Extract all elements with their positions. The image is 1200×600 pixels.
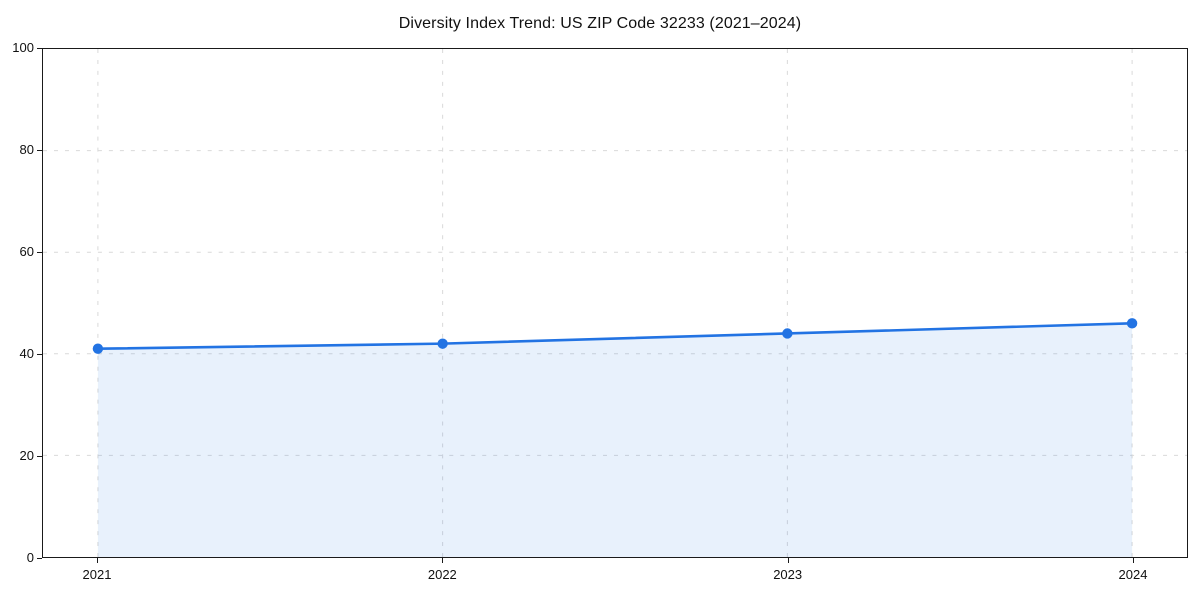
y-tick-mark — [37, 252, 42, 253]
x-tick-label: 2023 — [773, 567, 803, 582]
chart-title: Diversity Index Trend: US ZIP Code 32233… — [398, 15, 802, 32]
trend-line — [96, 322, 1134, 351]
x-tick-label: 2021 — [82, 567, 112, 582]
y-tick-label: 80 — [19, 142, 34, 157]
x-tick-label: 2022 — [427, 567, 457, 582]
data-point-2024 — [1126, 318, 1138, 329]
y-tick-label: 40 — [19, 346, 34, 361]
x-tick-mark — [442, 558, 444, 563]
y-tick-label: 20 — [19, 448, 34, 463]
y-tick-mark — [37, 48, 42, 49]
data-point-2021 — [92, 343, 104, 354]
data-point-2023 — [782, 328, 793, 339]
y-tick-label: 100 — [12, 40, 34, 55]
y-tick-label: 60 — [19, 244, 34, 259]
x-tick-label: 2024 — [1118, 567, 1148, 582]
y-tick-mark — [37, 354, 42, 355]
trend-area — [97, 323, 1133, 557]
y-tick-mark — [37, 558, 42, 559]
chart-canvas — [43, 49, 1187, 557]
data-point-2022 — [437, 338, 448, 349]
x-tick-mark — [1133, 558, 1134, 563]
y-tick-mark — [37, 456, 42, 457]
y-tick-label: 0 — [26, 550, 34, 565]
y-tick-mark — [37, 150, 42, 151]
plot-area — [42, 48, 1188, 558]
x-tick-mark — [787, 558, 789, 563]
x-tick-mark — [97, 558, 98, 563]
